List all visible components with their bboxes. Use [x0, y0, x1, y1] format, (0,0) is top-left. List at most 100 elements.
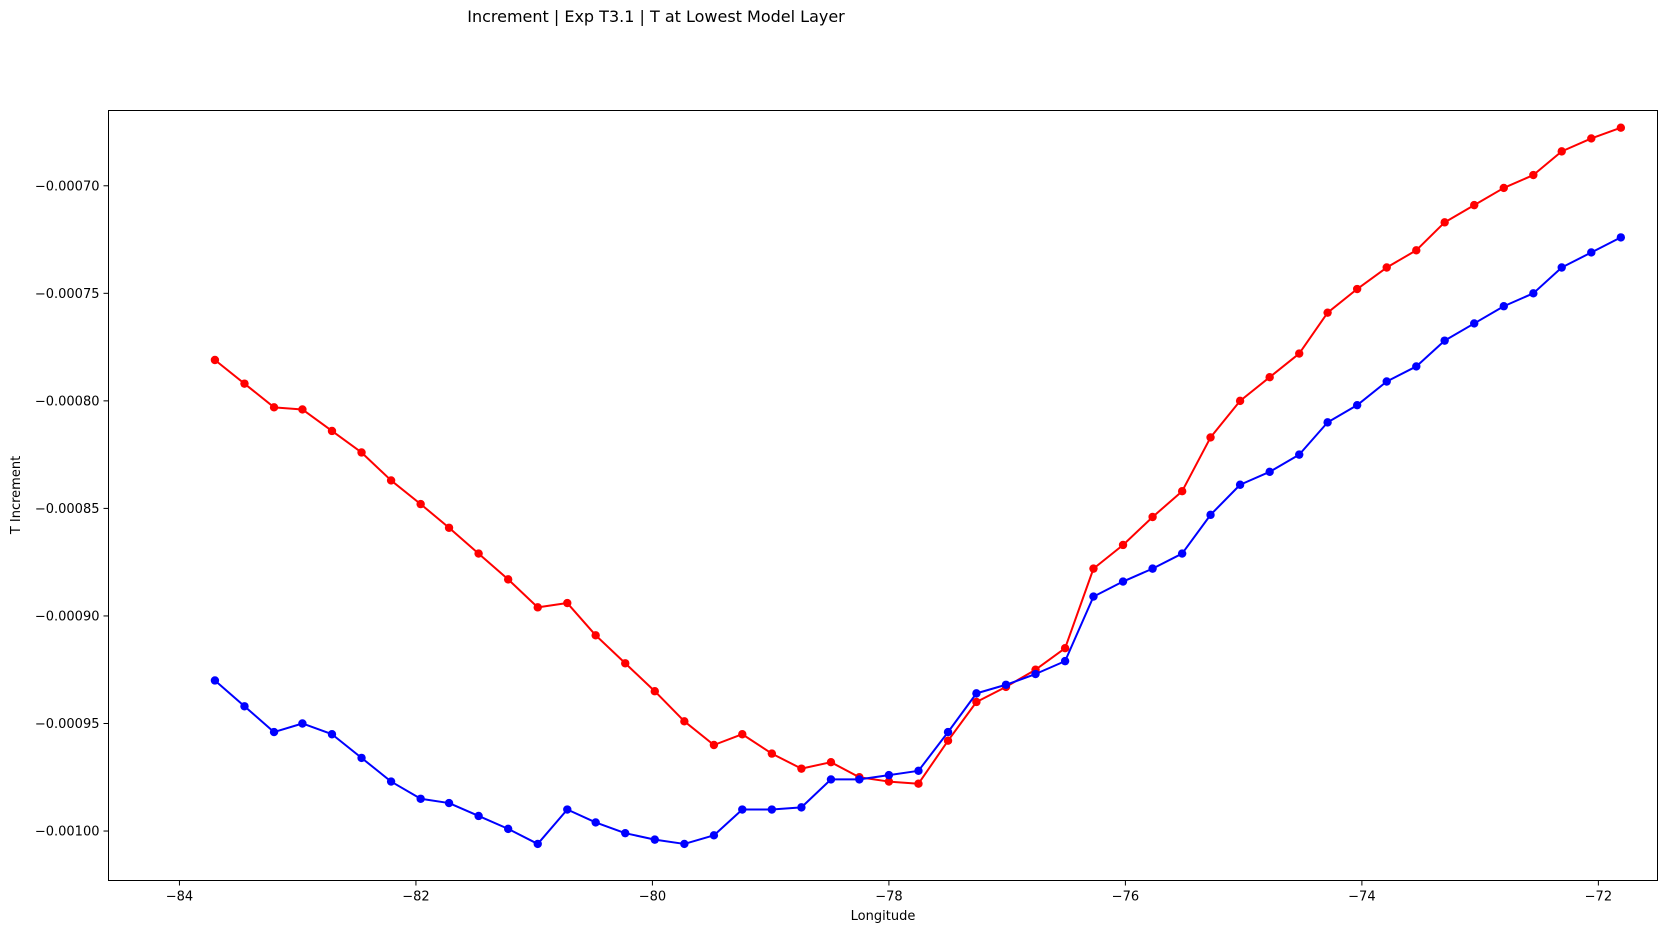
- data-point-blue: [767, 805, 777, 814]
- data-point-red: [1148, 512, 1157, 522]
- data-point-red: [1470, 200, 1479, 210]
- data-point-red: [1235, 396, 1245, 406]
- x-tick-label: −82: [402, 890, 429, 905]
- data-point-red: [1295, 349, 1304, 358]
- data-point-blue: [269, 727, 279, 737]
- data-point-red: [1412, 246, 1421, 255]
- data-point-red: [738, 730, 747, 739]
- data-point-blue: [1352, 400, 1362, 410]
- chart-title: Increment | Exp T3.1 | T at Lowest Model…: [467, 7, 845, 26]
- data-point-blue: [972, 689, 981, 698]
- data-point-red: [1557, 147, 1566, 156]
- y-tick-label: −0.00095: [35, 717, 100, 732]
- data-point-blue: [563, 805, 572, 814]
- data-point-blue: [1089, 592, 1098, 601]
- data-point-blue: [1060, 656, 1070, 666]
- data-point-red: [680, 717, 689, 726]
- data-point-blue: [240, 702, 249, 711]
- series-line-red: [214, 126, 1622, 785]
- data-point-red: [1060, 644, 1070, 653]
- data-point-blue: [621, 828, 630, 838]
- data-point-blue: [298, 719, 307, 728]
- data-point-blue: [1235, 480, 1245, 489]
- data-point-red: [503, 575, 513, 584]
- data-point-blue: [1295, 450, 1304, 459]
- y-tick-label: −0.00080: [35, 394, 100, 409]
- data-point-red: [533, 603, 542, 612]
- data-point-red: [972, 697, 981, 707]
- data-point-blue: [1148, 564, 1157, 573]
- data-point-red: [357, 448, 366, 457]
- data-point-red: [914, 779, 923, 788]
- data-point-blue: [444, 798, 454, 808]
- data-point-red: [1499, 183, 1508, 193]
- data-point-blue: [826, 775, 836, 784]
- data-point-red: [884, 777, 894, 786]
- data-point-blue: [474, 811, 483, 821]
- data-point-blue: [1118, 577, 1128, 586]
- data-point-blue: [386, 777, 396, 786]
- data-point-red: [1265, 373, 1274, 382]
- data-point-blue: [1440, 336, 1449, 345]
- data-point-blue: [650, 835, 659, 844]
- y-tick-label: −0.00075: [35, 287, 100, 302]
- data-point-red: [1352, 284, 1362, 294]
- data-point-blue: [914, 766, 923, 776]
- data-point-red: [444, 523, 454, 532]
- x-tick-label: −80: [639, 890, 666, 905]
- data-point-red: [1118, 540, 1128, 550]
- x-tick-label: −72: [1585, 890, 1612, 905]
- series-layer: [210, 123, 1626, 849]
- data-point-red: [1323, 308, 1332, 317]
- data-point-blue: [797, 803, 806, 812]
- data-point-blue: [1557, 263, 1566, 272]
- data-point-blue: [416, 794, 425, 803]
- data-point-blue: [210, 676, 220, 685]
- data-point-blue: [1265, 467, 1274, 477]
- data-point-red: [709, 740, 719, 750]
- series-red: [210, 123, 1626, 788]
- y-tick-label: −0.00085: [35, 502, 100, 517]
- data-point-red: [797, 764, 806, 773]
- y-axis-label: T Increment: [9, 456, 24, 535]
- data-point-blue: [680, 839, 689, 849]
- data-point-red: [1382, 263, 1391, 272]
- data-point-red: [650, 687, 659, 696]
- data-point-blue: [503, 824, 513, 834]
- data-point-red: [591, 631, 600, 640]
- data-point-red: [1440, 218, 1449, 227]
- x-tick-label: −76: [1112, 890, 1139, 905]
- y-tick-label: −0.00090: [35, 609, 100, 624]
- data-point-blue: [1529, 289, 1538, 298]
- data-point-blue: [533, 839, 542, 849]
- y-axis: −0.00070 −0.00075 −0.00080 −0.00085 −0.00090…: [35, 179, 109, 840]
- data-point-red: [416, 499, 425, 509]
- data-point-red: [327, 426, 337, 436]
- data-point-blue: [1412, 362, 1421, 371]
- data-point-blue: [1177, 549, 1187, 558]
- y-tick-label: −0.00100: [35, 825, 100, 840]
- data-point-blue: [1323, 418, 1332, 427]
- x-tick-label: −78: [875, 890, 902, 905]
- data-point-blue: [1001, 680, 1011, 689]
- data-point-red: [269, 403, 279, 412]
- y-tick-label: −0.00070: [35, 179, 100, 194]
- x-tick-label: −74: [1348, 890, 1375, 905]
- x-axis-label: Longitude: [851, 909, 916, 924]
- data-point-blue: [1616, 233, 1626, 242]
- data-point-red: [1089, 564, 1098, 573]
- data-point-red: [210, 355, 220, 365]
- data-point-red: [240, 379, 249, 388]
- data-point-blue: [591, 818, 600, 827]
- data-point-blue: [327, 730, 337, 739]
- data-point-blue: [1587, 248, 1596, 257]
- x-tick-label: −84: [166, 890, 193, 905]
- data-point-blue: [1382, 377, 1391, 386]
- series-line-blue: [214, 236, 1622, 845]
- data-point-blue: [884, 770, 894, 780]
- data-point-blue: [855, 775, 864, 784]
- data-point-red: [1616, 123, 1626, 132]
- data-point-blue: [1470, 319, 1479, 328]
- data-point-red: [1177, 486, 1187, 496]
